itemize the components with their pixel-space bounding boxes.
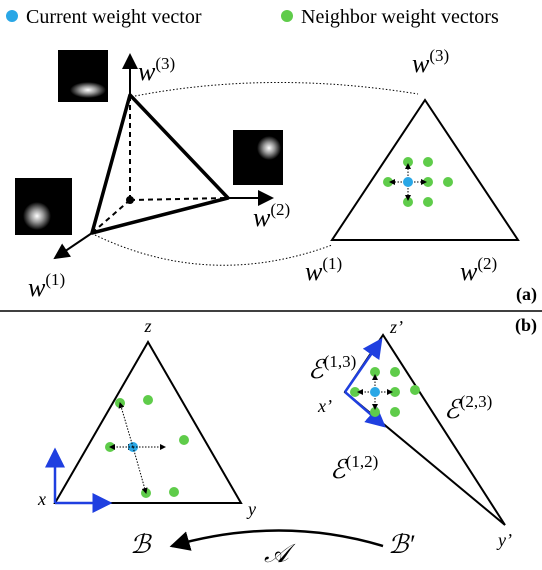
origin (126, 196, 134, 204)
neighbor-point (143, 395, 153, 405)
connector (95, 235, 332, 265)
label: Current weight vector (26, 6, 202, 28)
neighbor-point (281, 10, 293, 22)
label: w(1) (305, 254, 342, 286)
label: Neighbor weight vectors (301, 6, 499, 28)
neighbor-point (169, 487, 179, 497)
label: ℬ (130, 530, 152, 559)
label: ℬ′ (388, 530, 414, 559)
label: x (37, 489, 46, 509)
label: z (143, 316, 151, 336)
label: ℰ(2,3) (444, 392, 492, 424)
label: w(3) (412, 46, 449, 78)
neighbor-point (179, 435, 189, 445)
label: w(2) (253, 200, 290, 232)
axis-arrow (55, 233, 92, 258)
label-base: w (138, 57, 156, 86)
label-sup: (1) (322, 254, 342, 273)
thumbnail-blob (23, 202, 51, 230)
label-sup: (3) (429, 46, 449, 65)
neighbor-point (423, 197, 433, 207)
label: w(1) (28, 270, 65, 302)
neighbor-point (423, 157, 433, 167)
label-sup: (2,3) (460, 392, 493, 411)
connector (135, 82, 418, 96)
label-sup: (2) (477, 254, 497, 273)
current-point (370, 387, 380, 397)
neighbor-point (410, 385, 420, 395)
label: z’ (389, 317, 403, 337)
label: ℰ(1,2) (330, 452, 378, 484)
label: (b) (515, 315, 537, 336)
neighbor-point (390, 407, 400, 417)
figure: Current weight vector Neighbor weight vec… (0, 0, 542, 570)
label: y (246, 499, 256, 519)
neighbor-arrow (120, 403, 133, 447)
label: x’ (317, 396, 332, 416)
label-sup: (1) (45, 270, 65, 289)
label-base: w (305, 257, 323, 286)
current-point (6, 10, 18, 22)
label-sup: (1,3) (324, 352, 357, 371)
label-base: w (412, 49, 430, 78)
neighbor-point (390, 367, 400, 377)
label: 𝒜 (264, 539, 296, 568)
label: (a) (516, 284, 537, 305)
label: w(2) (460, 254, 497, 286)
neighbor-point (443, 177, 453, 187)
label-sup: (3) (155, 54, 175, 73)
label: ℰ(1,3) (308, 352, 356, 384)
thumbnail-blob (70, 82, 106, 98)
dashed-axis (130, 198, 228, 200)
simplex-3d (92, 95, 228, 233)
simplex (332, 100, 518, 240)
label-base: w (28, 273, 46, 302)
neighbor-arrow (133, 447, 146, 493)
label-sup: (2) (270, 200, 290, 219)
thumbnail-blob (257, 136, 281, 160)
current-point (403, 177, 413, 187)
simplex-b-prime (345, 335, 505, 525)
simplex-b (55, 342, 241, 503)
label-sup: (1,2) (346, 452, 379, 471)
label-base: w (460, 257, 478, 286)
label: w(3) (138, 54, 175, 86)
label-base: w (253, 203, 271, 232)
label: y’ (496, 530, 512, 550)
